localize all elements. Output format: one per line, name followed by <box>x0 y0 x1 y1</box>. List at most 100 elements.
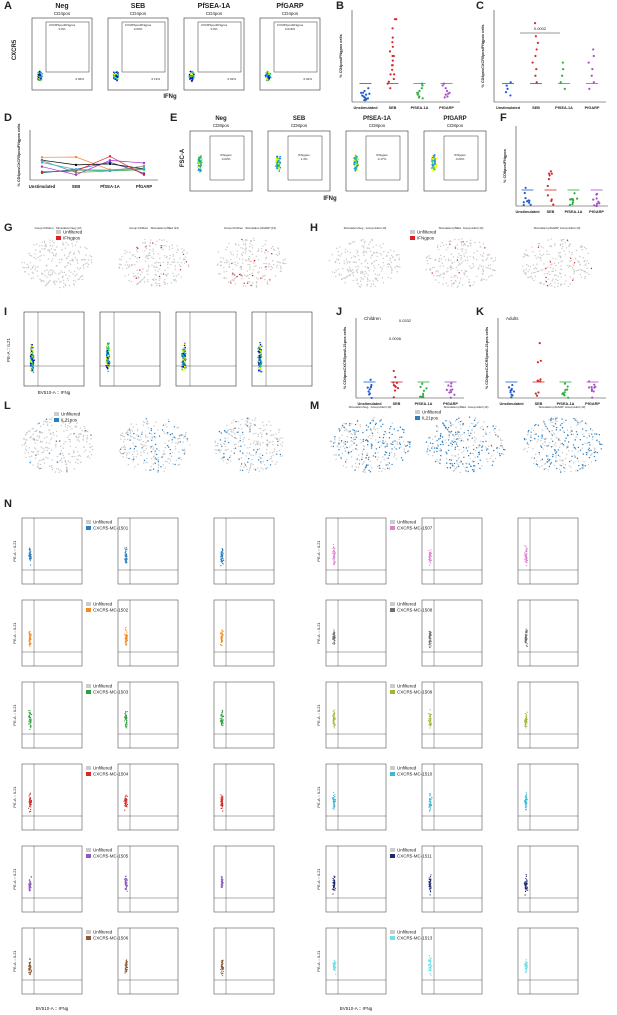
umap-point <box>41 241 43 243</box>
umap-point <box>482 243 484 245</box>
event-dot <box>182 355 185 358</box>
event-dot <box>183 360 186 362</box>
umap-point <box>285 262 287 265</box>
event-dot <box>116 75 119 78</box>
umap-point <box>561 442 563 445</box>
y-axis-label: % CD4posCXCR5posIFNgpos cells <box>17 123 21 186</box>
umap-point <box>46 421 49 423</box>
umap-point <box>437 461 440 463</box>
data-point <box>368 388 371 391</box>
umap-point <box>216 263 219 265</box>
umap-point <box>72 273 74 275</box>
umap-point <box>281 445 283 447</box>
umap-point <box>257 459 260 461</box>
umap-point <box>550 238 552 240</box>
x-tick-label: Unstimulated <box>515 210 540 214</box>
umap-point <box>257 440 259 443</box>
umap-point <box>450 430 453 433</box>
umap-point <box>396 441 398 443</box>
umap-point <box>163 255 166 257</box>
data-point <box>40 161 44 164</box>
data-point <box>588 87 591 90</box>
umap-point <box>354 255 357 258</box>
umap-point <box>463 432 465 434</box>
umap-point <box>370 429 372 432</box>
umap-point <box>25 449 28 452</box>
umap-point <box>237 431 239 433</box>
umap-point <box>338 443 340 445</box>
umap-point <box>151 264 153 267</box>
umap-point <box>552 455 554 458</box>
umap-point <box>454 440 456 443</box>
umap-point <box>391 448 393 450</box>
umap-point <box>463 272 465 274</box>
umap-point <box>61 258 63 260</box>
umap-point <box>119 451 122 454</box>
umap-point <box>231 262 234 264</box>
event-dot <box>115 72 117 75</box>
umap-point <box>174 268 176 270</box>
umap-point <box>533 268 535 270</box>
umap-point <box>151 433 153 435</box>
umap-point <box>136 438 139 441</box>
event-dot <box>259 347 261 349</box>
umap-point <box>389 425 392 428</box>
umap-point <box>531 272 533 274</box>
umap-point <box>360 239 362 241</box>
umap-point <box>497 451 499 453</box>
umap-point <box>363 247 365 249</box>
umap-point <box>89 446 91 448</box>
umap-point <box>246 425 249 427</box>
umap-point <box>445 420 447 422</box>
umap-point <box>239 424 242 426</box>
panel-e-xlabel: IFNg <box>323 196 337 202</box>
data-point <box>40 170 44 174</box>
event-dot <box>107 360 109 363</box>
umap-point <box>273 450 275 453</box>
umap-point <box>335 269 337 272</box>
umap-point <box>174 279 176 282</box>
umap-point <box>365 466 367 469</box>
umap-point <box>269 441 271 443</box>
umap-point <box>137 435 140 437</box>
umap-point <box>233 427 235 430</box>
umap-point <box>556 285 559 288</box>
umap-point <box>383 433 385 436</box>
umap-point <box>154 443 157 446</box>
umap-point <box>21 261 23 264</box>
umap-point <box>345 458 348 461</box>
umap-point <box>439 437 441 440</box>
data-point <box>450 390 453 394</box>
umap-point <box>151 437 153 440</box>
umap-point <box>382 262 385 264</box>
umap-point <box>453 438 455 440</box>
umap-point <box>462 241 464 243</box>
umap-point <box>377 441 380 443</box>
umap-point <box>133 448 136 450</box>
umap-point <box>456 462 458 464</box>
event-dot <box>354 164 357 167</box>
umap-point <box>122 435 125 438</box>
umap-point <box>356 270 358 272</box>
umap-point <box>459 277 462 280</box>
umap-point <box>470 422 473 425</box>
umap-point <box>178 264 181 266</box>
umap-point <box>162 453 165 456</box>
event-dot <box>114 77 116 80</box>
umap-point <box>84 246 86 249</box>
umap-point <box>38 435 41 437</box>
panel-e-condition: Neg <box>215 116 227 122</box>
umap-point <box>154 432 156 435</box>
umap-point <box>352 274 355 277</box>
event-dot <box>278 168 281 170</box>
umap-point <box>381 267 383 270</box>
umap-point <box>564 464 567 466</box>
umap-point <box>349 269 351 272</box>
umap-point <box>536 441 538 443</box>
umap-point <box>50 433 52 436</box>
umap-point <box>473 439 476 442</box>
umap-point <box>143 459 146 462</box>
umap-point <box>152 250 154 253</box>
umap-point <box>59 469 61 471</box>
umap-point <box>387 266 389 268</box>
